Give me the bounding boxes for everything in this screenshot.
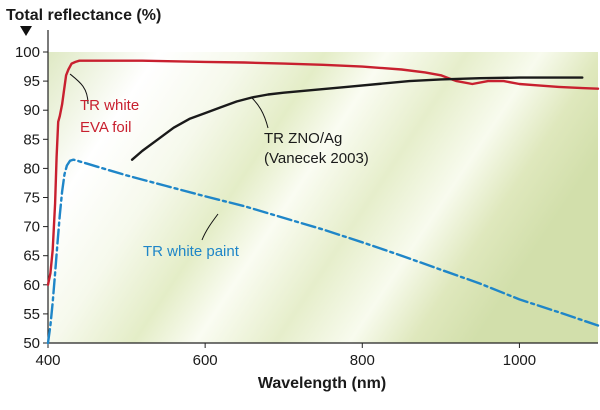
y-tick-label: 50: [23, 335, 40, 352]
y-axis-arrow-icon: [20, 26, 32, 36]
zno-ag-leader: [251, 97, 269, 129]
series-line-tr-zno-ag: [130, 76, 584, 161]
x-tick-label: 800: [350, 352, 375, 369]
x-tick-label: 1000: [503, 352, 536, 369]
y-tick-label: 65: [23, 248, 40, 265]
white-paint-leader: [201, 213, 219, 241]
y-tick-label: 60: [23, 277, 40, 294]
series-line-tr-white-paint: [46, 158, 600, 345]
y-tick-label: 70: [23, 219, 40, 236]
y-tick-label: 85: [23, 131, 40, 148]
y-tick-label: 75: [23, 190, 40, 207]
label-eva-foil: TR white EVA foil: [80, 97, 143, 136]
y-tick-label: 80: [23, 160, 40, 177]
series-line-tr-white-eva-foil: [46, 59, 600, 286]
x-axis-title: Wavelength (nm): [258, 375, 386, 392]
x-tick-label: 600: [193, 352, 218, 369]
y-tick-label: 100: [15, 44, 40, 61]
y-axis-ticks: 50 55 60 65 70 75 80 85 90 95 100: [15, 44, 48, 352]
label-zno-ag: TR ZNO/Ag (Vanecek 2003): [264, 130, 369, 167]
series-layer: [46, 59, 600, 345]
y-tick-label: 95: [23, 73, 40, 90]
eva-foil-leader: [69, 73, 89, 105]
label-white-paint: TR white paint: [143, 243, 240, 260]
x-tick-label: 400: [35, 352, 60, 369]
y-tick-label: 55: [23, 306, 40, 323]
plot-background: [48, 52, 598, 343]
y-tick-label: 90: [23, 102, 40, 119]
x-axis-ticks: 400 600 800 1000: [35, 343, 536, 369]
y-axis-title: Total reflectance (%): [6, 7, 161, 24]
